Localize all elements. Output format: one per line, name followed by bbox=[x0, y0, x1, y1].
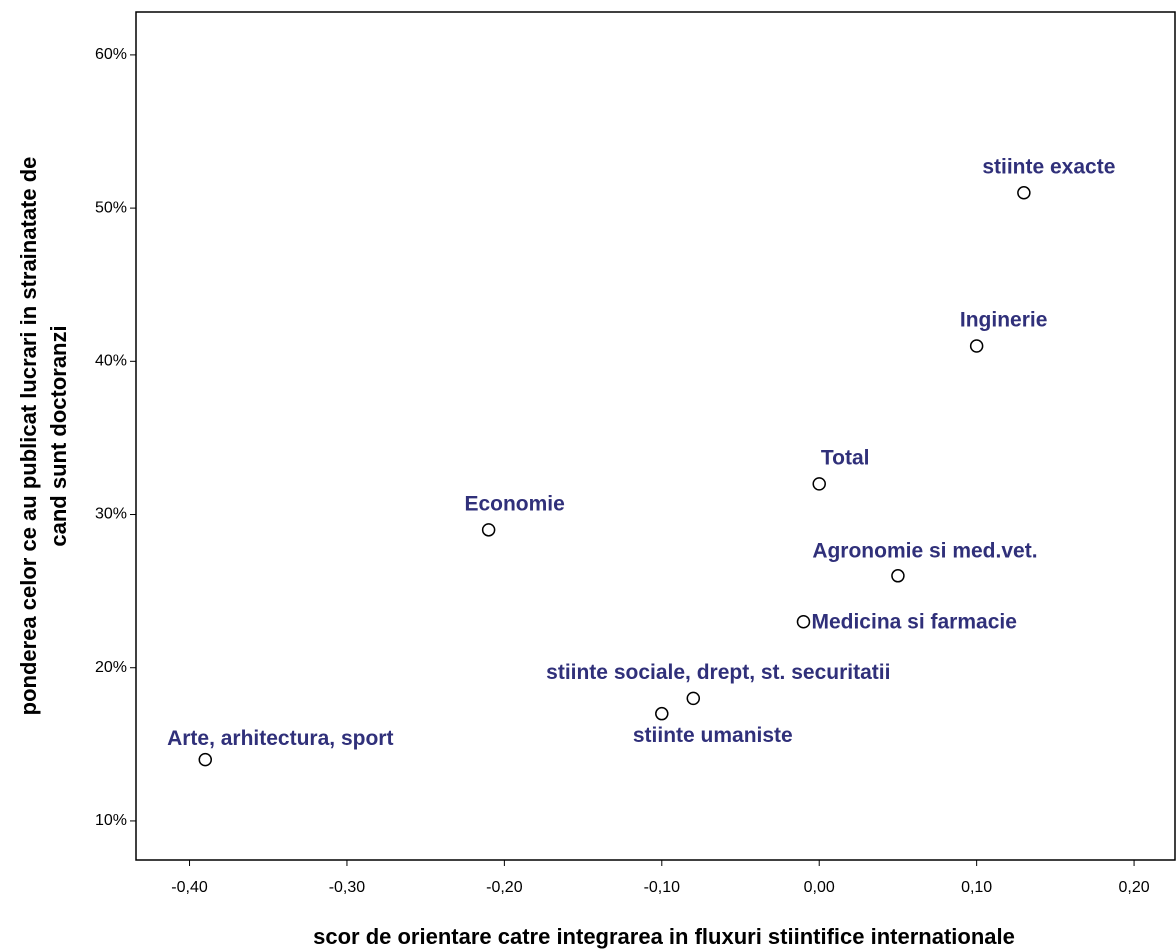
y-tick-label: 30% bbox=[95, 506, 127, 523]
x-tick-label: -0,20 bbox=[486, 879, 523, 896]
point-label: stiinte sociale, drept, st. securitatii bbox=[546, 661, 890, 684]
point bbox=[891, 569, 905, 583]
point-label: Inginerie bbox=[960, 309, 1048, 332]
y-axis-title: cand sunt doctoranzi bbox=[46, 325, 71, 546]
point-label: Medicina si farmacie bbox=[811, 610, 1016, 633]
x-tick-label: 0,00 bbox=[804, 879, 835, 896]
point bbox=[481, 523, 496, 537]
point-label: Total bbox=[821, 446, 870, 469]
point bbox=[969, 339, 984, 353]
plot-frame bbox=[135, 11, 1176, 861]
point-label: Economie bbox=[464, 492, 564, 515]
point bbox=[796, 615, 811, 629]
y-axis-title: ponderea celor ce au publicat lucrari in… bbox=[16, 157, 41, 716]
x-tick-label: -0,30 bbox=[329, 879, 366, 896]
y-tick-label: 20% bbox=[95, 659, 127, 676]
x-tick-label: 0,20 bbox=[1118, 879, 1149, 896]
point-label: Agronomie si med.vet. bbox=[812, 539, 1037, 562]
y-tick-label: 50% bbox=[95, 199, 127, 216]
point-label: stiinte exacte bbox=[982, 155, 1115, 178]
y-tick-label: 60% bbox=[95, 46, 127, 63]
point-label: Arte, arhitectura, sport bbox=[167, 727, 393, 750]
x-axis-title: scor de orientare catre integrarea in fl… bbox=[313, 924, 1015, 949]
point bbox=[1017, 186, 1031, 200]
y-tick-label: 40% bbox=[95, 353, 127, 370]
point-label: stiinte umaniste bbox=[633, 724, 793, 747]
point bbox=[812, 477, 826, 491]
x-tick-label: -0,40 bbox=[171, 879, 208, 896]
x-tick-label: 0,10 bbox=[961, 879, 992, 896]
point bbox=[655, 706, 669, 721]
x-tick-label: -0,10 bbox=[644, 879, 681, 896]
y-tick-label: 10% bbox=[95, 812, 127, 829]
point bbox=[198, 752, 213, 767]
point bbox=[686, 691, 701, 706]
